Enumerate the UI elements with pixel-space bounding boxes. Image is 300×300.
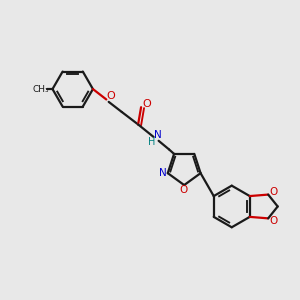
Text: O: O [179,185,188,195]
Text: N: N [154,130,161,140]
Text: CH₃: CH₃ [32,85,49,94]
Text: O: O [106,91,115,101]
Text: O: O [269,216,278,226]
Text: O: O [269,187,278,196]
Text: N: N [159,168,166,178]
Text: H: H [148,137,155,147]
Text: O: O [142,99,151,109]
